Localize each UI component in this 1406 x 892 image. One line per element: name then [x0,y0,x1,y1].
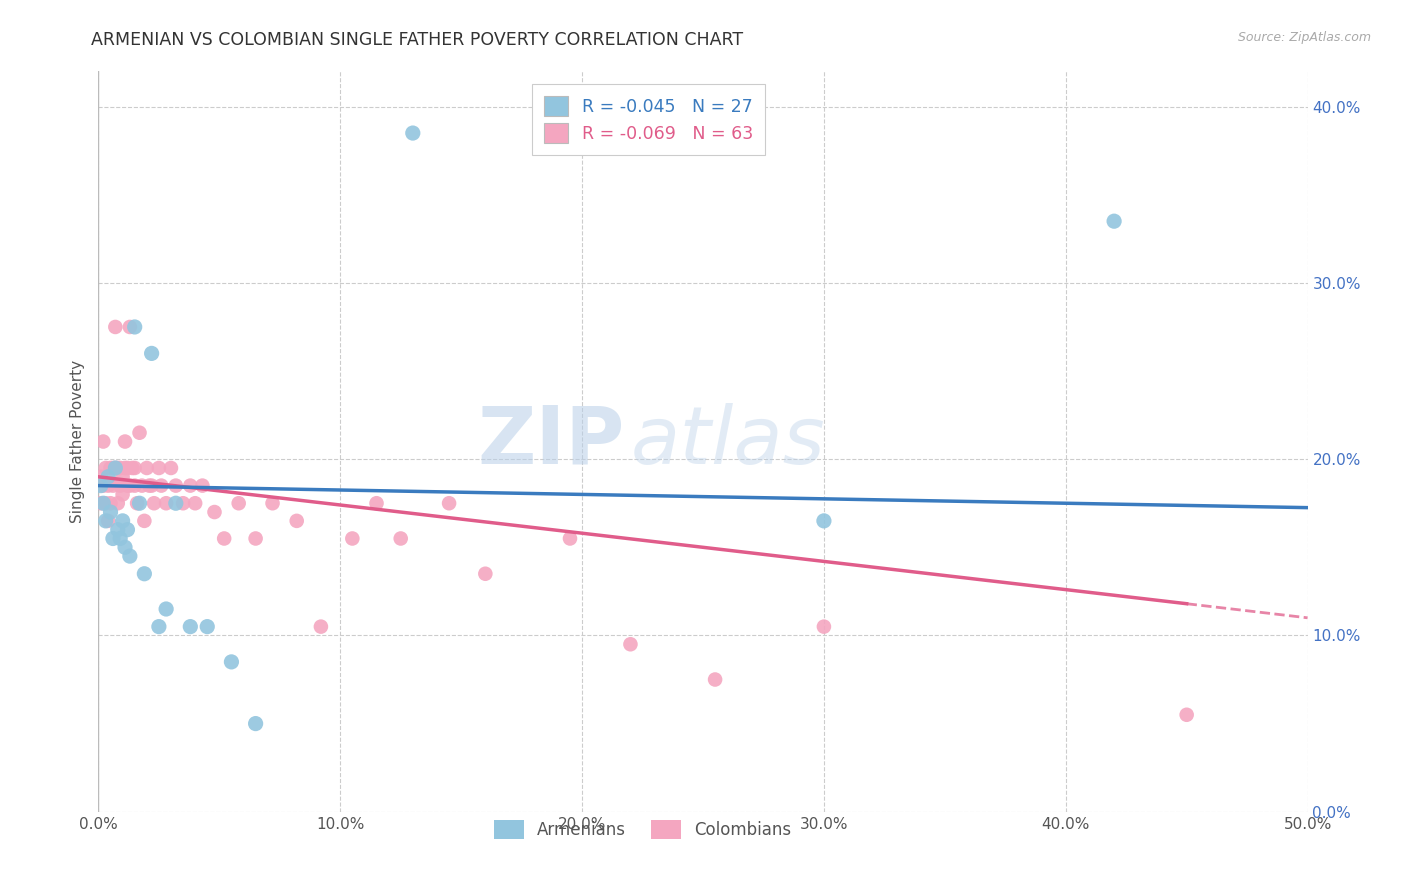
Point [124,478,146,492]
Point [91,496,114,510]
Point [114,541,136,555]
Point [155,602,177,616]
Legend: Armenians, Colombians: Armenians, Colombians [485,812,800,847]
Point [97,478,120,492]
Point [97,470,120,484]
Point [128,425,150,440]
Text: ZIP: ZIP [477,402,624,481]
Point [101,478,124,492]
Point [134,514,156,528]
Point [114,434,136,449]
Point [195,619,218,633]
Point [179,478,201,492]
Point [165,496,187,510]
Text: atlas: atlas [630,402,825,481]
Point [117,461,139,475]
Point [124,320,146,334]
Point [1102,214,1125,228]
Point [117,523,139,537]
Point [179,619,201,633]
Point [148,619,170,633]
Point [90,478,112,492]
Point [704,673,727,687]
Point [141,346,163,360]
Point [104,320,127,334]
Point [111,514,134,528]
Point [127,496,149,510]
Y-axis label: Single Father Poverty: Single Father Poverty [70,360,86,523]
Point [402,126,425,140]
Point [138,478,160,492]
Point [212,532,235,546]
Point [124,461,146,475]
Point [813,619,835,633]
Point [389,532,412,546]
Point [101,461,124,475]
Point [165,478,187,492]
Point [191,478,214,492]
Point [141,478,163,492]
Point [108,478,131,492]
Point [285,514,308,528]
Point [90,496,112,510]
Point [148,461,170,475]
Point [94,461,117,475]
Point [104,461,127,475]
Point [245,532,267,546]
Point [111,470,134,484]
Point [150,478,173,492]
Point [813,514,835,528]
Point [245,716,267,731]
Point [221,655,243,669]
Point [160,461,183,475]
Text: ARMENIAN VS COLOMBIAN SINGLE FATHER POVERTY CORRELATION CHART: ARMENIAN VS COLOMBIAN SINGLE FATHER POVE… [91,31,744,49]
Point [309,619,332,633]
Point [114,461,136,475]
Point [342,532,364,546]
Point [1175,707,1198,722]
Point [118,320,141,334]
Point [128,496,150,510]
Point [558,532,581,546]
Point [91,478,114,492]
Text: Source: ZipAtlas.com: Source: ZipAtlas.com [1237,31,1371,45]
Point [366,496,388,510]
Point [118,549,141,563]
Point [100,505,122,519]
Point [262,496,284,510]
Point [90,470,112,484]
Point [121,461,143,475]
Point [619,637,641,651]
Point [100,461,122,475]
Point [437,496,460,510]
Point [107,461,129,475]
Point [100,496,122,510]
Point [91,434,114,449]
Point [107,496,129,510]
Point [228,496,250,510]
Point [107,523,129,537]
Point [172,496,194,510]
Point [94,514,117,528]
Point [118,478,141,492]
Point [143,496,166,510]
Point [135,461,157,475]
Point [474,566,496,581]
Point [204,505,226,519]
Point [94,496,117,510]
Point [111,487,134,501]
Point [117,478,139,492]
Point [134,566,156,581]
Point [131,478,153,492]
Point [155,496,177,510]
Point [97,514,120,528]
Point [108,532,131,546]
Point [184,496,207,510]
Point [108,461,131,475]
Point [101,532,124,546]
Point [104,461,127,475]
